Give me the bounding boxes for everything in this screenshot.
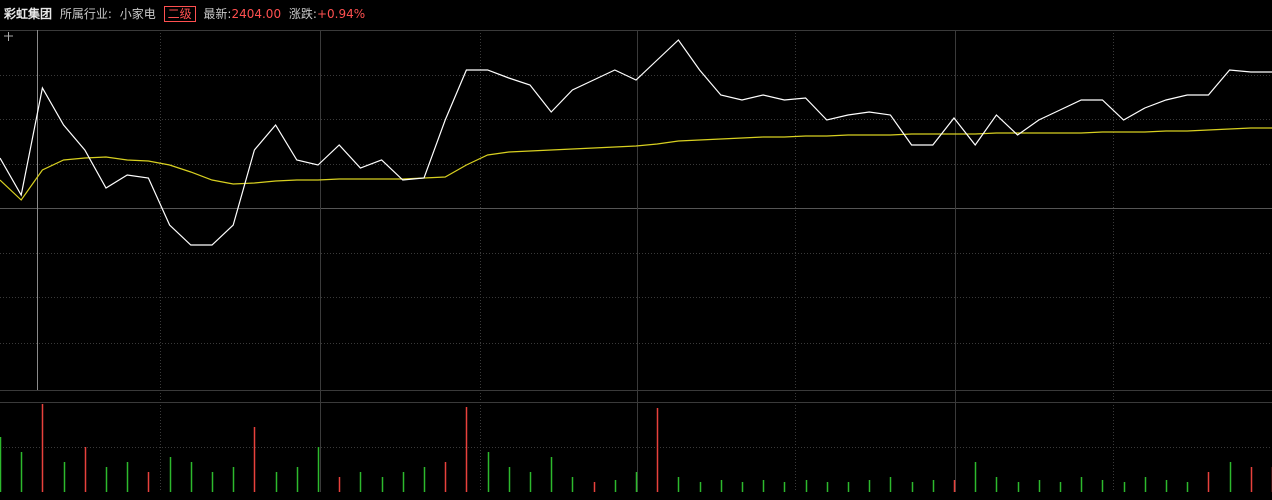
grid [0,30,1272,492]
stock-name: 彩虹集团 [4,7,53,21]
latest-price: 2404.00 [231,7,282,21]
change-label: 涨跌: [288,7,317,21]
latest-label: 最新: [203,7,232,21]
series-line [0,127,1272,201]
industry: 小家电 [119,7,156,21]
header: 彩虹集团 所属行业: 小家电 二级 最新:2404.00 涨跌:+0.94% [0,0,1272,28]
series-line [0,39,1272,246]
industry-label: 所属行业: [59,7,112,21]
level-tag: 二级 [163,6,196,22]
cursor-mark [4,32,13,41]
minor-grid [0,30,1272,492]
change: +0.94% [316,7,366,21]
